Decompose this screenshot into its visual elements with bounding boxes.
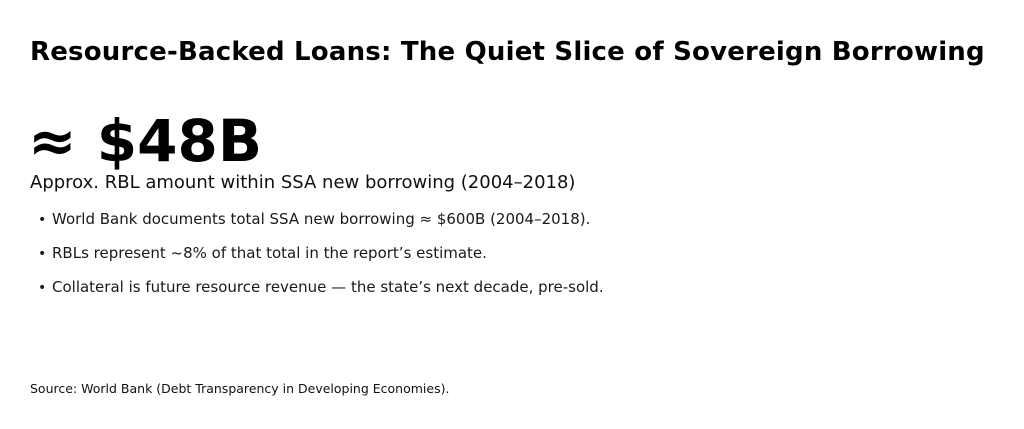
bullet-list: • World Bank documents total SSA new bor…	[38, 210, 604, 298]
list-item: • Collateral is future resource revenue …	[38, 278, 604, 298]
list-item: • World Bank documents total SSA new bor…	[38, 210, 604, 230]
bullet-icon: •	[38, 280, 47, 296]
page-title: Resource-Backed Loans: The Quiet Slice o…	[30, 37, 985, 67]
list-item: • RBLs represent ~8% of that total in th…	[38, 244, 604, 264]
key-stat-label: Approx. RBL amount within SSA new borrow…	[30, 172, 576, 193]
bullet-text: Collateral is future resource revenue — …	[52, 278, 604, 296]
source-attribution: Source: World Bank (Debt Transparency in…	[30, 381, 450, 396]
bullet-icon: •	[38, 212, 47, 228]
bullet-text: RBLs represent ~8% of that total in the …	[52, 244, 487, 262]
bullet-text: World Bank documents total SSA new borro…	[52, 210, 591, 228]
key-stat-value: ≈ $48B	[28, 107, 263, 175]
bullet-icon: •	[38, 246, 47, 262]
